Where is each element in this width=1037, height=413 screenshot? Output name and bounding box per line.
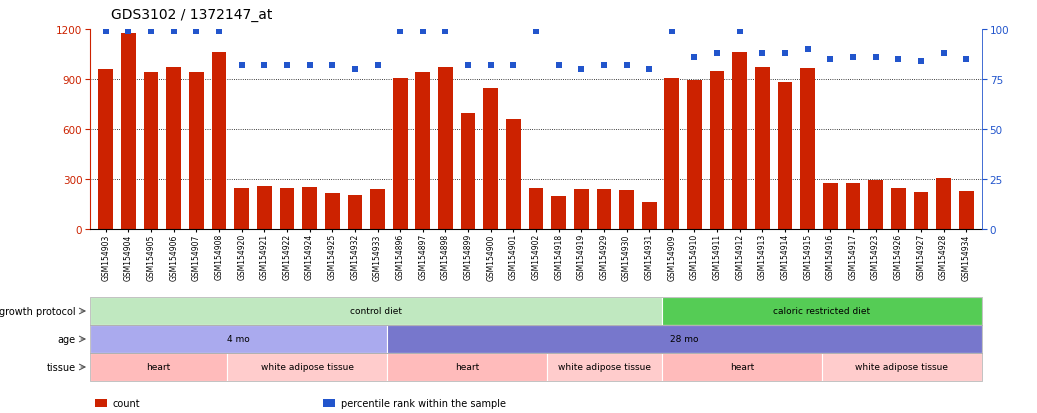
Bar: [573, 190, 589, 230]
Point: [731, 28, 748, 35]
Text: 28 mo: 28 mo: [670, 335, 699, 344]
Bar: [823, 184, 838, 230]
Point: [392, 28, 409, 35]
Bar: [506, 120, 521, 230]
Point: [800, 47, 816, 53]
Point: [641, 66, 657, 73]
Bar: [845, 184, 861, 230]
Point: [777, 50, 793, 57]
Bar: [688, 81, 702, 230]
Bar: [596, 190, 611, 230]
Point: [958, 57, 975, 63]
Point: [595, 62, 612, 69]
Bar: [325, 194, 339, 230]
Text: control diet: control diet: [349, 307, 402, 316]
Point: [346, 66, 363, 73]
Point: [845, 55, 862, 61]
Bar: [529, 189, 543, 230]
Bar: [257, 186, 272, 230]
Bar: [552, 196, 566, 230]
Bar: [868, 180, 882, 230]
Text: heart: heart: [146, 363, 171, 372]
Text: caloric restricted diet: caloric restricted diet: [774, 307, 870, 316]
Text: count: count: [112, 398, 140, 408]
Bar: [416, 72, 430, 230]
Point: [188, 28, 204, 35]
Text: percentile rank within the sample: percentile rank within the sample: [340, 398, 505, 408]
Point: [324, 62, 340, 69]
Bar: [189, 73, 203, 230]
Bar: [936, 179, 951, 230]
Bar: [121, 34, 136, 230]
Point: [867, 55, 884, 61]
Text: 4 mo: 4 mo: [227, 335, 250, 344]
Bar: [234, 189, 249, 230]
Point: [822, 57, 839, 63]
Text: white adipose tissue: white adipose tissue: [260, 363, 354, 372]
Point: [166, 28, 183, 35]
Point: [618, 62, 635, 69]
Point: [302, 62, 318, 69]
Bar: [891, 189, 905, 230]
Text: heart: heart: [730, 363, 754, 372]
Point: [438, 28, 454, 35]
Point: [415, 28, 431, 35]
Bar: [460, 114, 475, 230]
Bar: [166, 68, 181, 230]
Point: [459, 62, 476, 69]
Bar: [755, 68, 769, 230]
Point: [935, 50, 952, 57]
Point: [120, 28, 137, 35]
Point: [551, 62, 567, 69]
Bar: [801, 69, 815, 230]
Bar: [347, 195, 362, 230]
Bar: [144, 73, 159, 230]
Bar: [709, 71, 725, 230]
Bar: [370, 190, 385, 230]
Point: [256, 62, 273, 69]
Bar: [99, 70, 113, 230]
Point: [664, 28, 680, 35]
Bar: [665, 79, 679, 230]
Point: [528, 28, 544, 35]
Point: [97, 28, 114, 35]
Text: tissue: tissue: [47, 362, 76, 372]
Text: white adipose tissue: white adipose tissue: [558, 363, 651, 372]
Bar: [778, 83, 792, 230]
Text: growth protocol: growth protocol: [0, 306, 76, 316]
Point: [573, 66, 590, 73]
Point: [686, 55, 703, 61]
Bar: [212, 53, 226, 230]
Point: [505, 62, 522, 69]
Point: [754, 50, 770, 57]
Bar: [914, 192, 928, 230]
Bar: [302, 187, 317, 230]
Bar: [619, 190, 634, 230]
Text: GDS3102 / 1372147_at: GDS3102 / 1372147_at: [111, 8, 272, 22]
Bar: [959, 191, 974, 230]
Point: [482, 62, 499, 69]
Bar: [642, 202, 656, 230]
Point: [369, 62, 386, 69]
Point: [890, 57, 906, 63]
Point: [913, 59, 929, 65]
Text: age: age: [58, 334, 76, 344]
Bar: [483, 89, 498, 230]
Bar: [438, 67, 453, 230]
Bar: [280, 189, 295, 230]
Point: [233, 62, 250, 69]
Point: [211, 28, 227, 35]
Text: heart: heart: [455, 363, 479, 372]
Text: white adipose tissue: white adipose tissue: [856, 363, 949, 372]
Point: [709, 50, 726, 57]
Bar: [393, 79, 408, 230]
Bar: [732, 53, 747, 230]
Point: [279, 62, 296, 69]
Point: [143, 28, 160, 35]
